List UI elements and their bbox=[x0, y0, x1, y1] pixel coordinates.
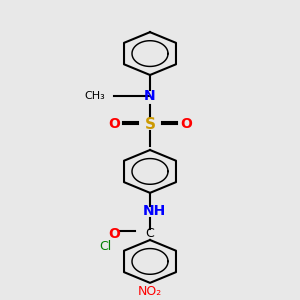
Text: C: C bbox=[146, 227, 154, 240]
Text: NH: NH bbox=[143, 204, 166, 218]
Text: N: N bbox=[144, 89, 156, 103]
Text: O: O bbox=[108, 226, 120, 241]
Text: CH₃: CH₃ bbox=[84, 92, 105, 101]
Text: NO₂: NO₂ bbox=[138, 285, 162, 298]
Text: O: O bbox=[108, 117, 120, 131]
Text: O: O bbox=[180, 117, 192, 131]
Text: S: S bbox=[145, 117, 155, 132]
Text: Cl: Cl bbox=[99, 240, 111, 253]
